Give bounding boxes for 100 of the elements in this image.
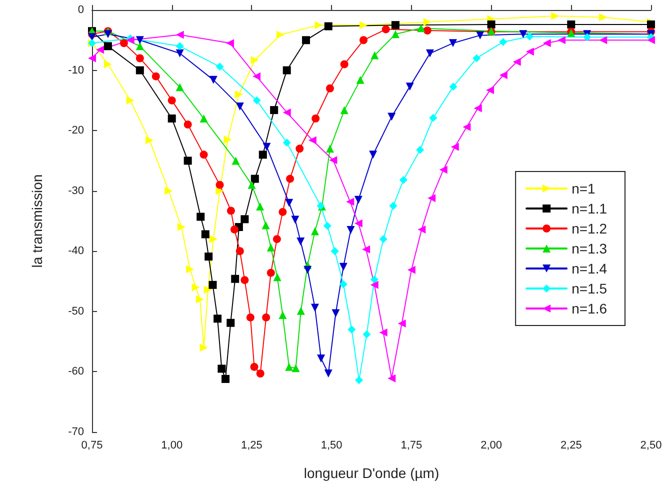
point — [234, 90, 243, 98]
point — [176, 42, 184, 50]
point — [236, 102, 244, 110]
point — [423, 18, 432, 26]
point — [136, 54, 144, 62]
point — [486, 86, 494, 94]
point — [356, 76, 364, 84]
point — [282, 108, 291, 116]
legend-label: n=1.5 — [572, 280, 608, 296]
point — [276, 30, 284, 39]
point — [526, 48, 534, 56]
point — [272, 235, 281, 244]
point — [429, 114, 438, 122]
y-tick-label: 0 — [78, 4, 84, 16]
point — [230, 225, 238, 234]
x-axis-title: longueur D'onde (µm) — [304, 465, 440, 481]
point — [369, 150, 378, 159]
point — [285, 198, 294, 207]
point — [302, 36, 310, 44]
point — [184, 120, 192, 129]
point — [388, 112, 396, 121]
point — [218, 364, 226, 373]
point — [240, 215, 249, 224]
point — [487, 20, 496, 28]
point — [266, 244, 275, 252]
point — [246, 313, 254, 322]
legend-label: n=1.2 — [572, 220, 608, 236]
point — [370, 275, 378, 284]
point — [176, 83, 184, 92]
point — [262, 313, 270, 322]
legend-label: n=1 — [572, 180, 596, 196]
point — [250, 56, 259, 64]
point — [291, 216, 300, 224]
y-tick-label: -30 — [68, 184, 84, 197]
point — [222, 374, 230, 383]
point — [278, 311, 287, 320]
point — [551, 12, 560, 20]
point — [398, 319, 406, 328]
point — [216, 62, 224, 71]
y-tick-label: -50 — [68, 305, 84, 318]
point — [256, 370, 264, 378]
y-axis-title: la transmission — [29, 174, 45, 268]
point — [209, 76, 218, 84]
point — [231, 274, 240, 283]
point — [474, 104, 482, 112]
point — [512, 58, 521, 66]
point — [282, 66, 291, 74]
point — [326, 84, 334, 92]
point — [476, 31, 484, 40]
point — [317, 354, 326, 362]
point — [308, 136, 316, 144]
point — [88, 54, 96, 62]
point — [145, 136, 154, 144]
point — [355, 376, 364, 384]
point — [346, 198, 354, 206]
point — [196, 295, 204, 304]
point — [250, 174, 259, 183]
point — [399, 176, 408, 184]
point — [196, 212, 205, 221]
point — [292, 364, 300, 372]
point — [204, 252, 213, 261]
point — [262, 142, 271, 151]
point — [391, 21, 400, 30]
point — [136, 42, 144, 50]
point — [200, 344, 208, 352]
point — [186, 265, 194, 274]
point — [262, 221, 270, 230]
point — [326, 144, 334, 153]
point — [346, 226, 355, 234]
point — [360, 21, 368, 30]
point — [310, 304, 319, 312]
point — [389, 202, 398, 210]
x-tick-label: 2,50 — [640, 440, 662, 452]
point — [192, 283, 200, 292]
x-tick-label: 2,00 — [480, 440, 502, 452]
point — [296, 237, 305, 246]
point — [152, 72, 160, 80]
point — [310, 227, 319, 236]
point — [362, 330, 371, 338]
point — [428, 194, 436, 202]
y-tick-label: -60 — [68, 366, 84, 378]
point — [558, 36, 566, 44]
point — [360, 36, 368, 44]
legend-label: n=1.6 — [572, 300, 608, 316]
point — [382, 25, 390, 34]
point — [304, 266, 312, 274]
point — [236, 247, 244, 256]
point — [240, 276, 249, 284]
point — [423, 26, 432, 34]
point — [472, 54, 481, 62]
point — [96, 46, 104, 54]
point — [285, 362, 294, 371]
point — [407, 266, 416, 274]
point — [439, 166, 448, 174]
x-tick-label: 1,50 — [320, 440, 342, 452]
point — [379, 328, 388, 337]
point — [286, 174, 294, 183]
point — [499, 71, 508, 80]
point — [126, 96, 134, 104]
point — [224, 136, 232, 144]
